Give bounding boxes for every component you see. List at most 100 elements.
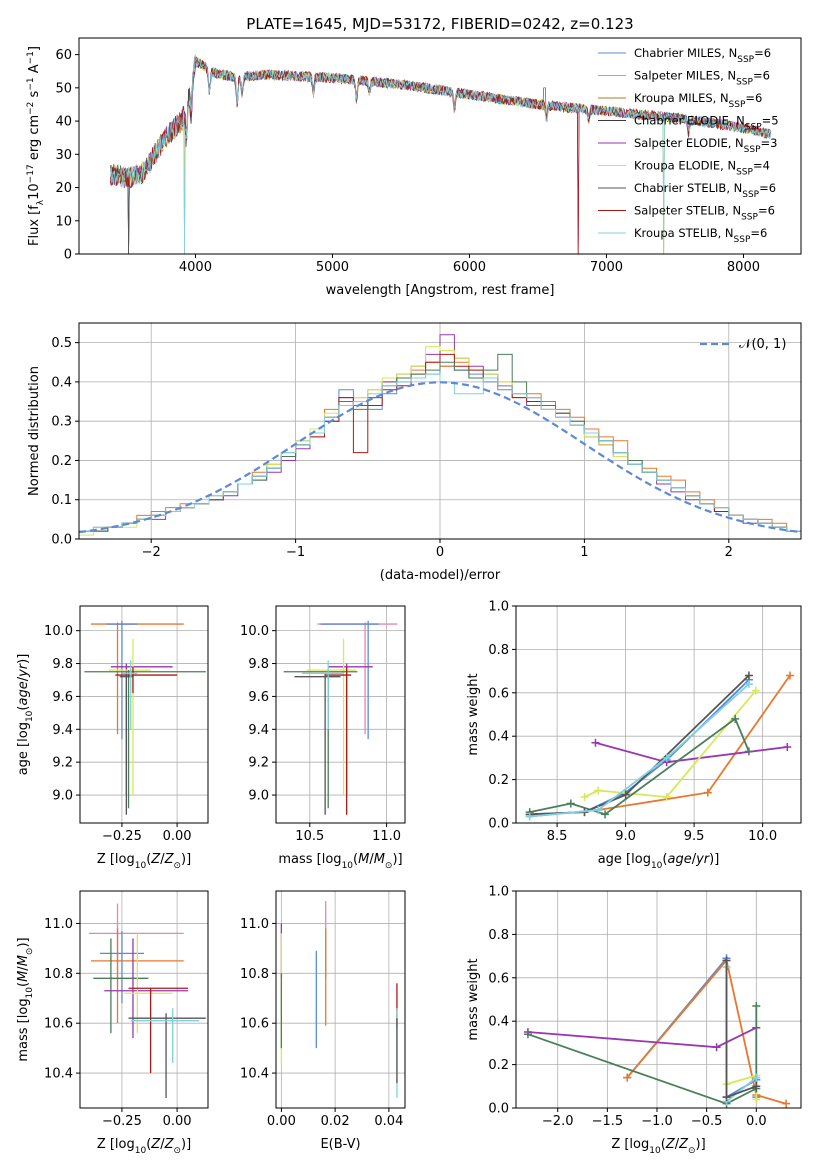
- x-tick-label: 6000: [453, 260, 486, 275]
- legend-entry: Chabrier STELIB, NSSP=6: [634, 181, 776, 200]
- y-tick-label: 0.0: [488, 1102, 509, 1117]
- x-axis-label: Z [log10(Z/Z⊙)]: [97, 1137, 191, 1156]
- x-tick-label: −1: [286, 545, 305, 560]
- weight-marker: [731, 714, 740, 723]
- weight-marker: [752, 1073, 761, 1082]
- weight-marker: [752, 1002, 761, 1011]
- plot-area: [79, 38, 801, 254]
- x-tick-label: 0.0: [746, 1114, 767, 1129]
- weight-marker: [525, 812, 534, 821]
- weight-marker: [751, 686, 760, 695]
- spectrum-series-line: [110, 59, 771, 255]
- weight-marker: [744, 680, 753, 689]
- x-tick-label: 9.5: [684, 829, 705, 844]
- plot-area: [276, 891, 405, 1108]
- y-axis-label: mass weight: [466, 958, 481, 1040]
- axes-frame: [515, 890, 802, 1109]
- weight-marker: [744, 747, 753, 756]
- y-tick-label: 9.6: [52, 690, 73, 705]
- weight-marker: [523, 1030, 532, 1039]
- residuals-histogram: −2 −1 0 1 2 0.0 0.1 0.2 0.3 0.4 0.5 (data-model)/er…: [27, 322, 802, 583]
- x-tick-label: −0.5: [691, 1114, 723, 1129]
- legend-entry: Salpeter STELIB, NSSP=6: [634, 204, 775, 223]
- weight-marker: [594, 786, 603, 795]
- x-tick-label: 8.5: [547, 829, 568, 844]
- x-tick-label: 0.02: [321, 1114, 350, 1129]
- x-tick-label: 10.5: [295, 829, 324, 844]
- x-tick-label: 11.0: [372, 829, 401, 844]
- legend-entry: Kroupa MILES, NSSP=6: [634, 91, 762, 110]
- x-tick-label: 5000: [316, 260, 349, 275]
- x-tick-label: 2: [725, 545, 733, 560]
- mass-weight-vs-age-plot: 8.5 9.0 9.5 10.0 0.0 0.2 0.4 0.6 0.8 1.0 age [log1…: [466, 600, 802, 871]
- plot-area: [516, 891, 801, 1108]
- y-tick-label: 50: [55, 81, 72, 96]
- x-tick-label: 0.00: [163, 829, 192, 844]
- y-tick-label: 9.0: [248, 789, 269, 804]
- x-tick-label: 1: [580, 545, 588, 560]
- weight-marker: [786, 671, 795, 680]
- weight-marker: [601, 810, 610, 819]
- y-tick-label: 10.4: [240, 1067, 269, 1082]
- y-tick-label: 10.0: [240, 624, 269, 639]
- y-tick-label: 0.2: [488, 773, 509, 788]
- y-tick-label: 10.8: [240, 967, 269, 982]
- y-tick-label: 11.0: [240, 917, 269, 932]
- x-tick-label: 0.04: [374, 1114, 403, 1129]
- y-axis-label: mass [log10(M/M⊙)]: [16, 937, 35, 1061]
- weight-marker: [703, 788, 712, 797]
- axes-frame: [275, 890, 406, 1109]
- plot-area: [276, 606, 405, 823]
- plot-area: [80, 606, 208, 823]
- x-axis-label: Z [log10(Z/Z⊙)]: [611, 1137, 705, 1156]
- y-axis-label: age [log10(age/yr)]: [16, 654, 35, 776]
- y-tick-label: 0.1: [51, 493, 72, 508]
- y-tick-label: 30: [55, 148, 72, 163]
- x-axis-label: (data-model)/error: [380, 568, 501, 583]
- weight-marker: [594, 805, 603, 814]
- x-tick-label: −2: [142, 545, 161, 560]
- y-tick-label: 9.2: [248, 756, 269, 771]
- x-tick-label: 4000: [179, 260, 212, 275]
- x-tick-label: 0.00: [267, 1114, 296, 1129]
- x-axis-label: E(B-V): [320, 1137, 360, 1152]
- x-tick-label: 9.0: [615, 829, 636, 844]
- legend-entry: Salpeter MILES, NSSP=6: [634, 69, 770, 88]
- y-tick-label: 10.8: [44, 967, 73, 982]
- y-tick-label: 10: [55, 214, 72, 229]
- y-axis-label: Flux [fλ10−17 erg cm−2 s−1 A−1]: [26, 46, 46, 246]
- y-axis-label: mass weight: [466, 673, 481, 755]
- y-tick-label: 0.2: [488, 1058, 509, 1073]
- mass-vs-metallicity-plot: −0.25 0.00 10.4 10.6 10.8 11.0 Z [log10(Z/Z⊙)]…: [16, 890, 209, 1156]
- x-tick-label: 8000: [727, 260, 760, 275]
- weight-marker: [580, 792, 589, 801]
- weight-marker: [712, 1043, 721, 1052]
- weight-marker: [783, 743, 792, 752]
- legend-entry: Kroupa ELODIE, NSSP=4: [634, 159, 770, 178]
- y-tick-label: 9.0: [52, 789, 73, 804]
- y-tick-label: 20: [55, 181, 72, 196]
- axes-frame: [78, 37, 802, 255]
- legend-entry: Kroupa STELIB, NSSP=6: [634, 226, 767, 245]
- axes-frame: [275, 605, 406, 824]
- x-tick-label: 7000: [590, 260, 623, 275]
- y-tick-label: 9.4: [52, 723, 73, 738]
- x-axis-label: Z [log10(Z/Z⊙)]: [97, 852, 191, 871]
- plot-area: [516, 606, 801, 823]
- y-tick-label: 60: [55, 48, 72, 63]
- figure-title: PLATE=1645, MJD=53172, FIBERID=0242, z=0…: [246, 15, 633, 33]
- legend-entry: 𝒩(0, 1): [739, 337, 786, 352]
- y-tick-label: 0.5: [51, 336, 72, 351]
- weight-marker: [782, 1099, 791, 1108]
- legend-entry: Chabrier MILES, NSSP=6: [634, 46, 771, 65]
- y-tick-label: 10.4: [44, 1067, 73, 1082]
- weight-marker: [591, 738, 600, 747]
- y-tick-label: 0.6: [488, 686, 509, 701]
- y-tick-label: 40: [55, 115, 72, 130]
- y-tick-label: 10.6: [44, 1017, 73, 1032]
- legend-entry: Chabrier ELODIE, NSSP=5: [634, 114, 779, 133]
- weight-marker: [566, 799, 575, 808]
- legend-entry: Salpeter ELODIE, NSSP=3: [634, 136, 777, 155]
- mass-weight-vs-metallicity-plot: −2.0 −1.5 −1.0 −0.5 0.0 0.0 0.2 0.4 0.6 0.8 1.0 Z […: [466, 885, 802, 1156]
- x-tick-label: −0.25: [102, 829, 142, 844]
